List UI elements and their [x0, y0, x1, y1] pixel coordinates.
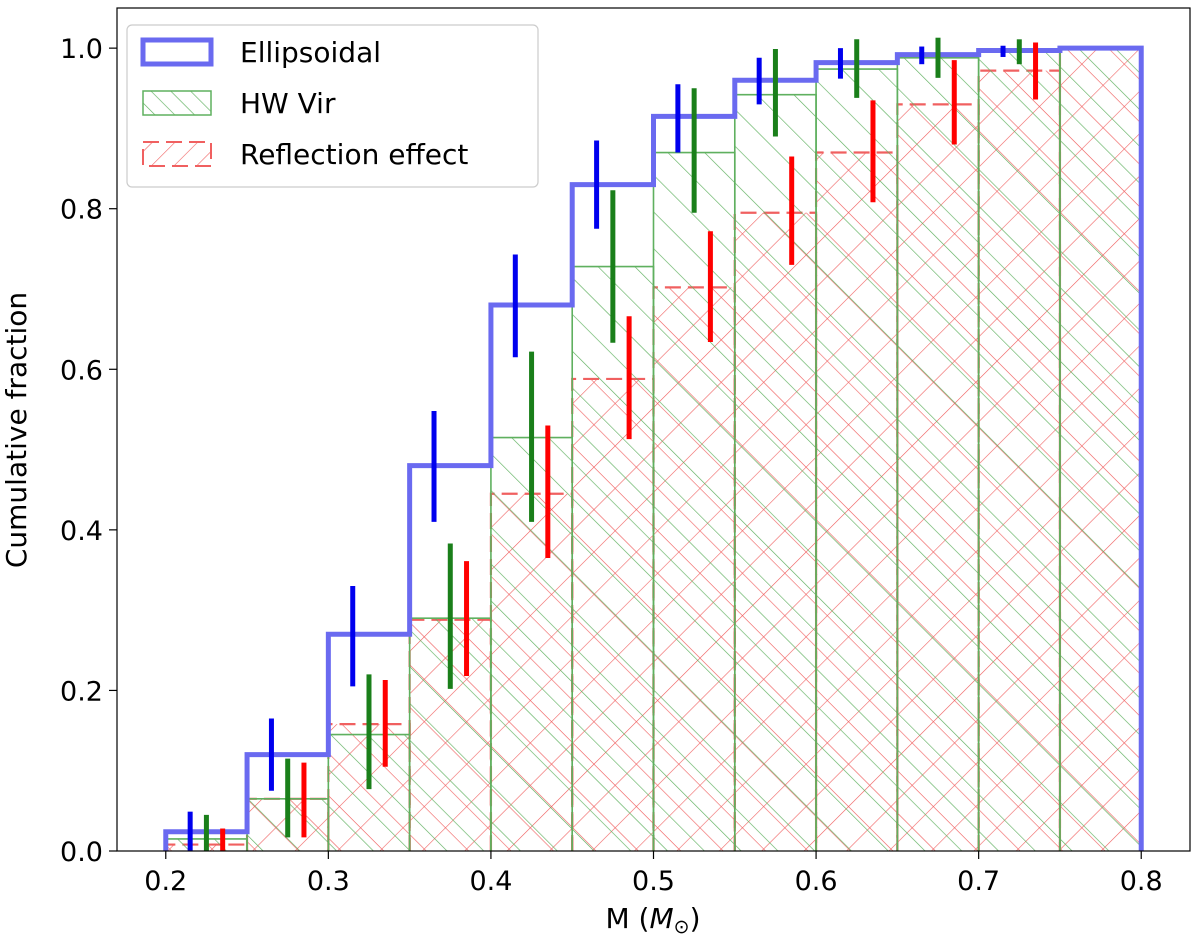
- y-tick-label: 0.2: [60, 676, 103, 707]
- x-tick-label: 0.3: [307, 866, 350, 897]
- ellipsoidal-bars: [163, 45, 1144, 851]
- x-axis-label-symbol: M: [649, 902, 673, 935]
- hw-vir-bars: [164, 47, 1143, 852]
- x-axis-label-subscript: ⊙: [674, 916, 690, 938]
- legend-swatch-ellipsoidal: [140, 37, 214, 67]
- hw-vir-bar-fill: [816, 69, 898, 851]
- hw-vir-bar-fill: [572, 266, 654, 851]
- x-tick-label: 0.4: [469, 866, 512, 897]
- x-axis-label-close: ): [690, 902, 701, 935]
- x-tick-label: 0.8: [1120, 866, 1163, 897]
- y-tick-label: 0.6: [60, 355, 103, 386]
- hw-vir-bar-fill: [734, 94, 817, 852]
- x-tick-label: 0.5: [632, 866, 675, 897]
- x-axis-label-prefix: M (: [605, 902, 649, 935]
- legend-entry-hw-vir: HW Vir: [142, 87, 336, 120]
- hw-vir-bar-fill: [897, 57, 979, 851]
- y-axis-label: Cumulative fraction: [0, 292, 33, 568]
- ellipsoidal-step-line: [163, 45, 1144, 851]
- y-axis-ticks: 0.0 0.2 0.4 0.6 0.8 1.0: [60, 34, 117, 868]
- y-tick-label: 1.0: [60, 34, 103, 65]
- legend-label-ellipsoidal: Ellipsoidal: [240, 36, 381, 69]
- legend-entry-ellipsoidal: Ellipsoidal: [140, 36, 381, 69]
- legend-swatch-reflection-effect: [142, 141, 212, 167]
- error-bars: [187, 37, 1039, 851]
- hw-vir-bar-fill: [653, 152, 735, 851]
- x-tick-label: 0.6: [795, 866, 838, 897]
- x-tick-label: 0.7: [957, 866, 1000, 897]
- y-tick-label: 0.8: [60, 195, 103, 226]
- legend-label-reflection-effect: Reflection effect: [240, 138, 468, 171]
- legend-label-hw-vir: HW Vir: [240, 87, 336, 120]
- legend: Ellipsoidal HW Vir Reflection effect: [126, 24, 539, 188]
- legend-frame: [126, 24, 539, 188]
- x-axis-label: M (M⊙): [605, 902, 700, 938]
- y-tick-label: 0.0: [60, 837, 103, 868]
- hw-vir-bar-fill: [1059, 48, 1142, 851]
- x-axis-ticks: 0.2 0.3 0.4 0.5 0.6 0.7 0.8: [144, 851, 1163, 897]
- x-tick-label: 0.2: [144, 866, 187, 897]
- legend-entry-reflection-effect: Reflection effect: [142, 138, 468, 171]
- legend-swatch-hw-vir: [142, 90, 212, 116]
- y-tick-label: 0.4: [60, 516, 103, 547]
- hw-vir-bar-fill: [978, 51, 1060, 851]
